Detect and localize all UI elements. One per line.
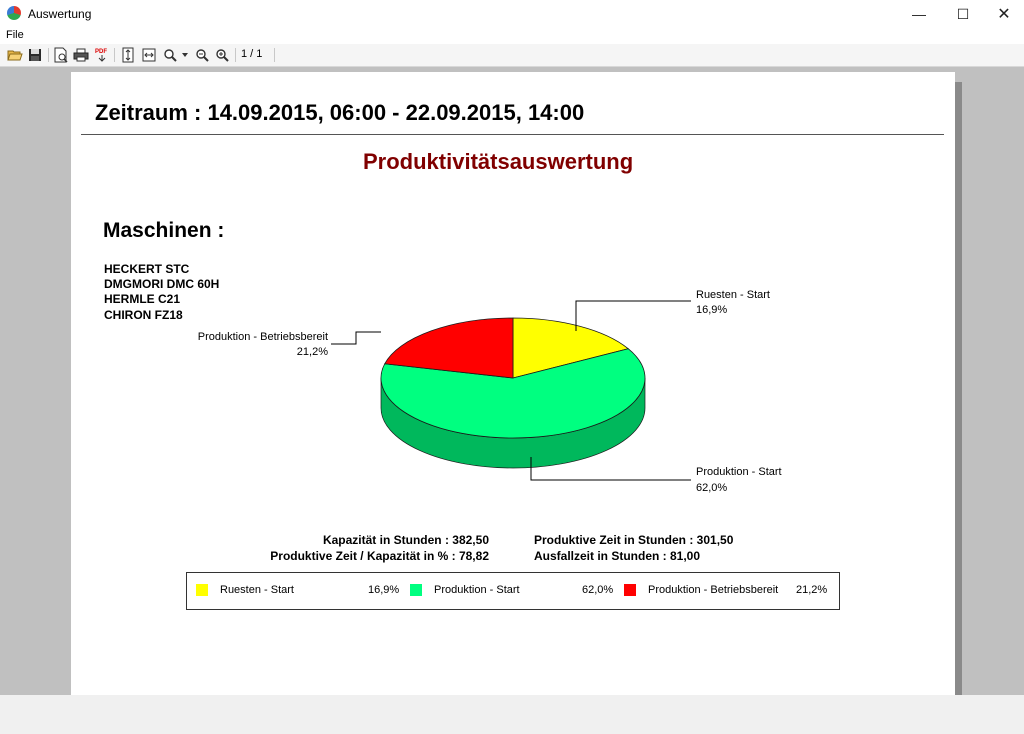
title-bar: Auswertung — ☐ ✕: [0, 0, 1024, 28]
stat-capacity: Kapazität in Stunden : 382,50: [322, 533, 489, 547]
stat-productive-time: Produktive Zeit in Stunden : 301,50: [534, 533, 734, 547]
legend-value: 16,9%: [368, 584, 400, 596]
report-period: Zeitraum : 14.09.2015, 06:00 - 22.09.201…: [95, 100, 585, 125]
legend-name: Produktion - Betriebsbereit: [648, 584, 779, 596]
machine-item: DMGMORI DMC 60H: [104, 277, 220, 291]
legend-name: Produktion - Start: [434, 584, 520, 596]
stat-productive-ratio: Produktive Zeit / Kapazität in % : 78,82: [270, 549, 489, 563]
toolbar: PDF 1 / 1: [0, 44, 1024, 67]
pie-label-produktion-start-name: Produktion - Start: [696, 466, 782, 478]
leader-line-produktion-start: [530, 457, 691, 481]
open-folder-icon[interactable]: [7, 47, 23, 63]
legend-swatch: [624, 584, 636, 596]
zoom-dropdown-chevron-down-icon[interactable]: [180, 47, 190, 63]
machines-heading: Maschinen :: [103, 219, 225, 242]
leader-line-ruesten: [575, 300, 691, 331]
report-page: Zeitraum : 14.09.2015, 06:00 - 22.09.201…: [71, 72, 955, 695]
minimize-icon[interactable]: —: [912, 6, 926, 22]
save-icon[interactable]: [27, 47, 43, 63]
pie-label-betriebsbereit-value: 21,2%: [296, 346, 328, 358]
legend-value: 62,0%: [582, 584, 614, 596]
leader-line-betriebsbereit: [331, 331, 381, 345]
zoom-out-icon[interactable]: [194, 47, 210, 63]
toolbar-separator: [48, 48, 49, 62]
pie-label-produktion-start-value: 62,0%: [696, 482, 728, 494]
window-title: Auswertung: [28, 7, 92, 21]
svg-text:PDF: PDF: [95, 49, 107, 55]
pie-chart: [331, 300, 691, 481]
legend-name: Ruesten - Start: [220, 584, 294, 596]
divider: [81, 134, 944, 135]
toolbar-separator: [235, 48, 236, 62]
pie-label-ruesten-value: 16,9%: [696, 304, 728, 316]
machine-item: HECKERT STC: [104, 262, 190, 276]
pie-label-ruesten-name: Ruesten - Start: [696, 289, 770, 301]
fit-page-icon[interactable]: [120, 47, 136, 63]
menu-file[interactable]: File: [6, 29, 24, 41]
app-pie-icon: [7, 6, 21, 20]
pie-slices: [380, 317, 646, 439]
zoom-in-icon[interactable]: [214, 47, 230, 63]
zoom-icon[interactable]: [162, 47, 178, 63]
maximize-icon[interactable]: ☐: [956, 5, 970, 22]
pie-slice-produktion-betriebsbereit: [384, 317, 514, 379]
menu-bar: File: [0, 28, 1024, 44]
pie-slice-ruesten-start: [512, 317, 630, 379]
pie-leader-lines: [331, 300, 691, 481]
machine-item: HERMLE C21: [104, 292, 181, 306]
stat-downtime: Ausfallzeit in Stunden : 81,00: [534, 549, 701, 563]
page-counter: 1 / 1: [241, 48, 263, 60]
pdf-export-icon[interactable]: PDF: [94, 47, 110, 63]
pie-label-betriebsbereit-name: Produktion - Betriebsbereit: [197, 331, 328, 343]
print-preview-icon[interactable]: [53, 47, 69, 63]
chart-legend: Ruesten - Start 16,9% Produktion - Start…: [186, 572, 840, 610]
report-title: Produktivitätsauswertung: [363, 149, 634, 174]
legend-value: 21,2%: [796, 584, 828, 596]
legend-swatch: [196, 584, 208, 596]
toolbar-separator: [114, 48, 115, 62]
fit-width-icon[interactable]: [141, 47, 157, 63]
print-icon[interactable]: [73, 47, 89, 63]
legend-swatch: [410, 584, 422, 596]
status-bar: [0, 695, 1024, 734]
toolbar-separator: [274, 48, 275, 62]
close-icon[interactable]: ✕: [997, 6, 1011, 23]
machine-item: CHIRON FZ18: [104, 308, 183, 322]
